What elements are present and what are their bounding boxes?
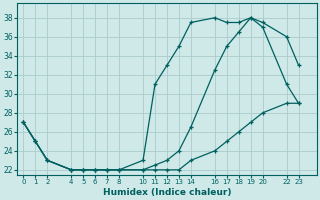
X-axis label: Humidex (Indice chaleur): Humidex (Indice chaleur) bbox=[103, 188, 231, 197]
